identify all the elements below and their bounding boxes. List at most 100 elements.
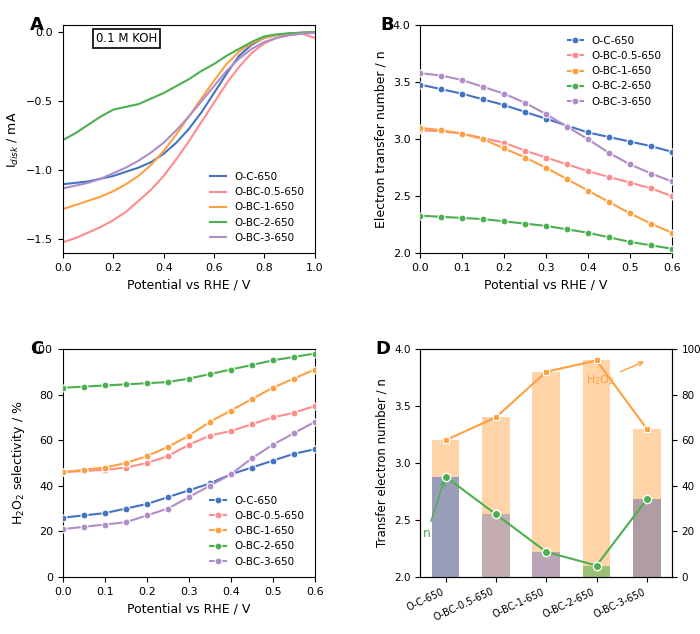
O-C-650 xyxy=(97,175,105,183)
O-C-650 xyxy=(147,158,155,166)
O-C-650 xyxy=(164,493,172,501)
O-BC-3-650 xyxy=(458,76,466,84)
Legend: O-C-650, O-BC-0.5-650, O-BC-1-650, O-BC-2-650, O-BC-3-650: O-C-650, O-BC-0.5-650, O-BC-1-650, O-BC-… xyxy=(205,167,309,248)
O-BC-2-650 xyxy=(273,30,281,38)
O-BC-1-650 xyxy=(668,229,676,236)
O-BC-3-650 xyxy=(605,149,613,157)
Y-axis label: H$_2$O$_2$ selectivity / %: H$_2$O$_2$ selectivity / % xyxy=(10,401,27,525)
O-BC-2-650 xyxy=(122,380,130,388)
O-BC-0.5-650 xyxy=(626,179,634,186)
O-BC-0.5-650 xyxy=(542,154,550,162)
O-BC-2-650 xyxy=(210,60,218,68)
O-BC-2-650 xyxy=(185,375,193,382)
O-C-650 xyxy=(197,108,206,116)
O-BC-2-650 xyxy=(542,222,550,230)
Line: O-C-650: O-C-650 xyxy=(417,81,676,155)
O-BC-0.5-650 xyxy=(59,469,67,476)
O-C-650 xyxy=(185,125,193,133)
O-BC-2-650 xyxy=(101,382,109,389)
O-BC-1-650 xyxy=(84,197,92,205)
O-BC-3-650 xyxy=(479,83,487,91)
O-BC-0.5-650 xyxy=(210,99,218,107)
O-C-650 xyxy=(84,178,92,185)
O-C-650 xyxy=(626,138,634,145)
Line: O-C-650: O-C-650 xyxy=(60,446,318,521)
O-BC-3-650 xyxy=(172,127,181,134)
O-C-650 xyxy=(416,81,424,88)
O-BC-1-650 xyxy=(160,147,168,155)
O-C-650 xyxy=(235,52,244,60)
O-C-650 xyxy=(500,101,508,109)
O-BC-2-650 xyxy=(235,45,244,53)
O-BC-1-650 xyxy=(286,30,294,37)
O-BC-2-650 xyxy=(143,379,151,387)
O-BC-3-650 xyxy=(84,179,92,186)
O-BC-3-650 xyxy=(71,182,80,190)
O-BC-1-650 xyxy=(59,469,67,476)
O-BC-1-650 xyxy=(416,124,424,132)
O-C-650 xyxy=(185,486,193,494)
O-BC-3-650 xyxy=(210,82,218,90)
O-BC-3-650 xyxy=(437,72,445,79)
Bar xyxy=(532,372,560,577)
O-BC-1-650 xyxy=(71,201,80,209)
O-BC-3-650 xyxy=(109,169,118,177)
O-BC-3-650 xyxy=(227,470,235,478)
O-C-650 xyxy=(248,463,256,471)
O-BC-2-650 xyxy=(223,52,231,60)
O-BC-1-650 xyxy=(290,375,298,382)
O-C-650 xyxy=(273,31,281,39)
O-BC-1-650 xyxy=(479,136,487,143)
O-BC-3-650 xyxy=(122,164,130,171)
O-BC-2-650 xyxy=(197,67,206,75)
Text: B: B xyxy=(380,16,393,34)
O-BC-0.5-650 xyxy=(97,223,105,231)
O-C-650 xyxy=(172,139,181,146)
Bar xyxy=(582,360,610,577)
Text: n: n xyxy=(423,481,445,540)
O-BC-0.5-650 xyxy=(143,459,151,467)
O-BC-0.5-650 xyxy=(164,452,172,460)
O-BC-0.5-650 xyxy=(235,63,244,70)
O-BC-1-650 xyxy=(500,145,508,152)
O-BC-2-650 xyxy=(458,214,466,222)
O-BC-2-650 xyxy=(134,100,143,108)
O-BC-3-650 xyxy=(122,519,130,526)
O-C-650 xyxy=(109,172,118,179)
O-BC-2-650 xyxy=(260,32,269,40)
O-BC-1-650 xyxy=(147,161,155,169)
O-C-650 xyxy=(311,446,319,453)
O-BC-3-650 xyxy=(134,157,143,165)
O-C-650 xyxy=(80,512,88,519)
O-BC-1-650 xyxy=(223,60,231,68)
Line: O-BC-3-650: O-BC-3-650 xyxy=(417,70,676,185)
O-BC-3-650 xyxy=(59,184,67,192)
O-C-650 xyxy=(227,470,235,478)
O-BC-0.5-650 xyxy=(197,119,206,126)
O-BC-1-650 xyxy=(185,113,193,120)
O-BC-0.5-650 xyxy=(160,172,168,179)
O-C-650 xyxy=(437,86,445,93)
O-BC-1-650 xyxy=(206,418,214,426)
Y-axis label: Electron transfer number / n: Electron transfer number / n xyxy=(374,51,387,228)
Line: O-BC-2-650: O-BC-2-650 xyxy=(417,212,676,252)
O-BC-0.5-650 xyxy=(311,34,319,42)
O-BC-3-650 xyxy=(97,175,105,183)
O-C-650 xyxy=(223,70,231,77)
O-C-650 xyxy=(59,181,67,188)
O-C-650 xyxy=(668,148,676,156)
O-C-650 xyxy=(286,30,294,37)
O-BC-2-650 xyxy=(668,245,676,252)
O-BC-0.5-650 xyxy=(286,31,294,39)
O-BC-1-650 xyxy=(248,396,256,403)
O-BC-3-650 xyxy=(260,38,269,46)
Text: 0.1 M KOH: 0.1 M KOH xyxy=(96,32,157,45)
O-BC-3-650 xyxy=(235,55,244,62)
O-BC-2-650 xyxy=(416,212,424,219)
O-BC-2-650 xyxy=(59,384,67,392)
O-BC-1-650 xyxy=(172,131,181,138)
Text: H$_2$O$_2$: H$_2$O$_2$ xyxy=(587,362,643,387)
O-BC-1-650 xyxy=(584,187,592,195)
O-BC-0.5-650 xyxy=(227,427,235,435)
O-BC-0.5-650 xyxy=(248,49,256,57)
